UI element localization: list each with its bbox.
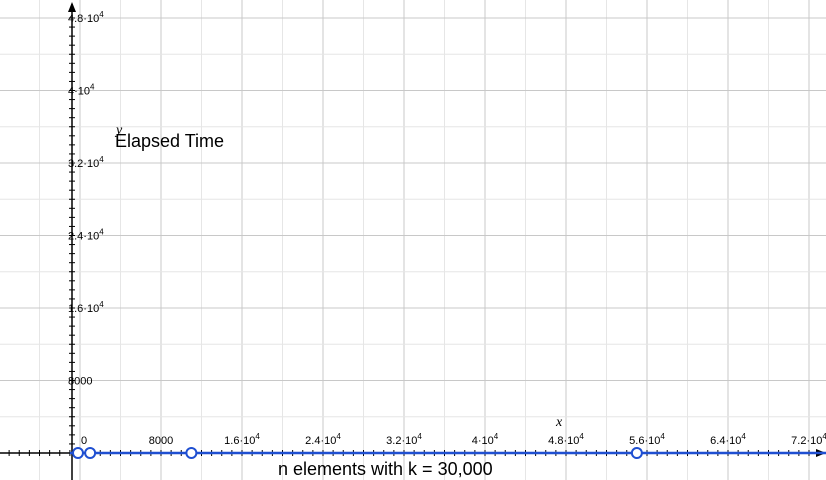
x-tick-label: 4·104 <box>472 432 499 447</box>
y-variable-label: y <box>116 123 123 138</box>
y-tick-label: 2.4·104 <box>68 228 104 243</box>
y-tick-labels: 8000 1.6·104 2.4·104 3.2·104 4·104 4.8·104 <box>68 10 104 388</box>
x-tick-label: 7.2·104 <box>791 432 826 447</box>
y-tick-label: 4·104 <box>68 83 95 98</box>
x-tick-labels: 0 8000 1.6·104 2.4·104 3.2·104 4·104 4.8·104 5.… <box>81 432 826 447</box>
x-tick-label: 6.4·104 <box>710 432 746 447</box>
y-tick-label: 1.6·104 <box>68 300 104 315</box>
y-tick-label: 8000 <box>68 376 92 388</box>
open-point <box>630 447 643 459</box>
y-tick-label: 4.8·104 <box>68 10 104 25</box>
series-points <box>71 447 643 459</box>
x-tick-label: 3.2·104 <box>386 432 422 447</box>
x-tick-label: 4.8·104 <box>548 432 584 447</box>
open-point <box>71 447 84 459</box>
y-tick-label: 3.2·104 <box>68 155 104 170</box>
x-tick-label: 5.6·104 <box>629 432 665 447</box>
open-point <box>185 447 198 459</box>
x-tick-label: 0 <box>81 435 87 447</box>
open-point <box>84 447 97 459</box>
x-variable-label: x <box>556 415 563 430</box>
y-axis-arrow <box>68 2 76 12</box>
x-tick-label: 8000 <box>149 435 173 447</box>
x-axis-label: n elements with k = 30,000 <box>278 459 493 479</box>
y-axis-label: Elapsed Time <box>115 131 225 151</box>
x-tick-label: 1.6·104 <box>224 432 260 447</box>
x-tick-label: 2.4·104 <box>305 432 341 447</box>
